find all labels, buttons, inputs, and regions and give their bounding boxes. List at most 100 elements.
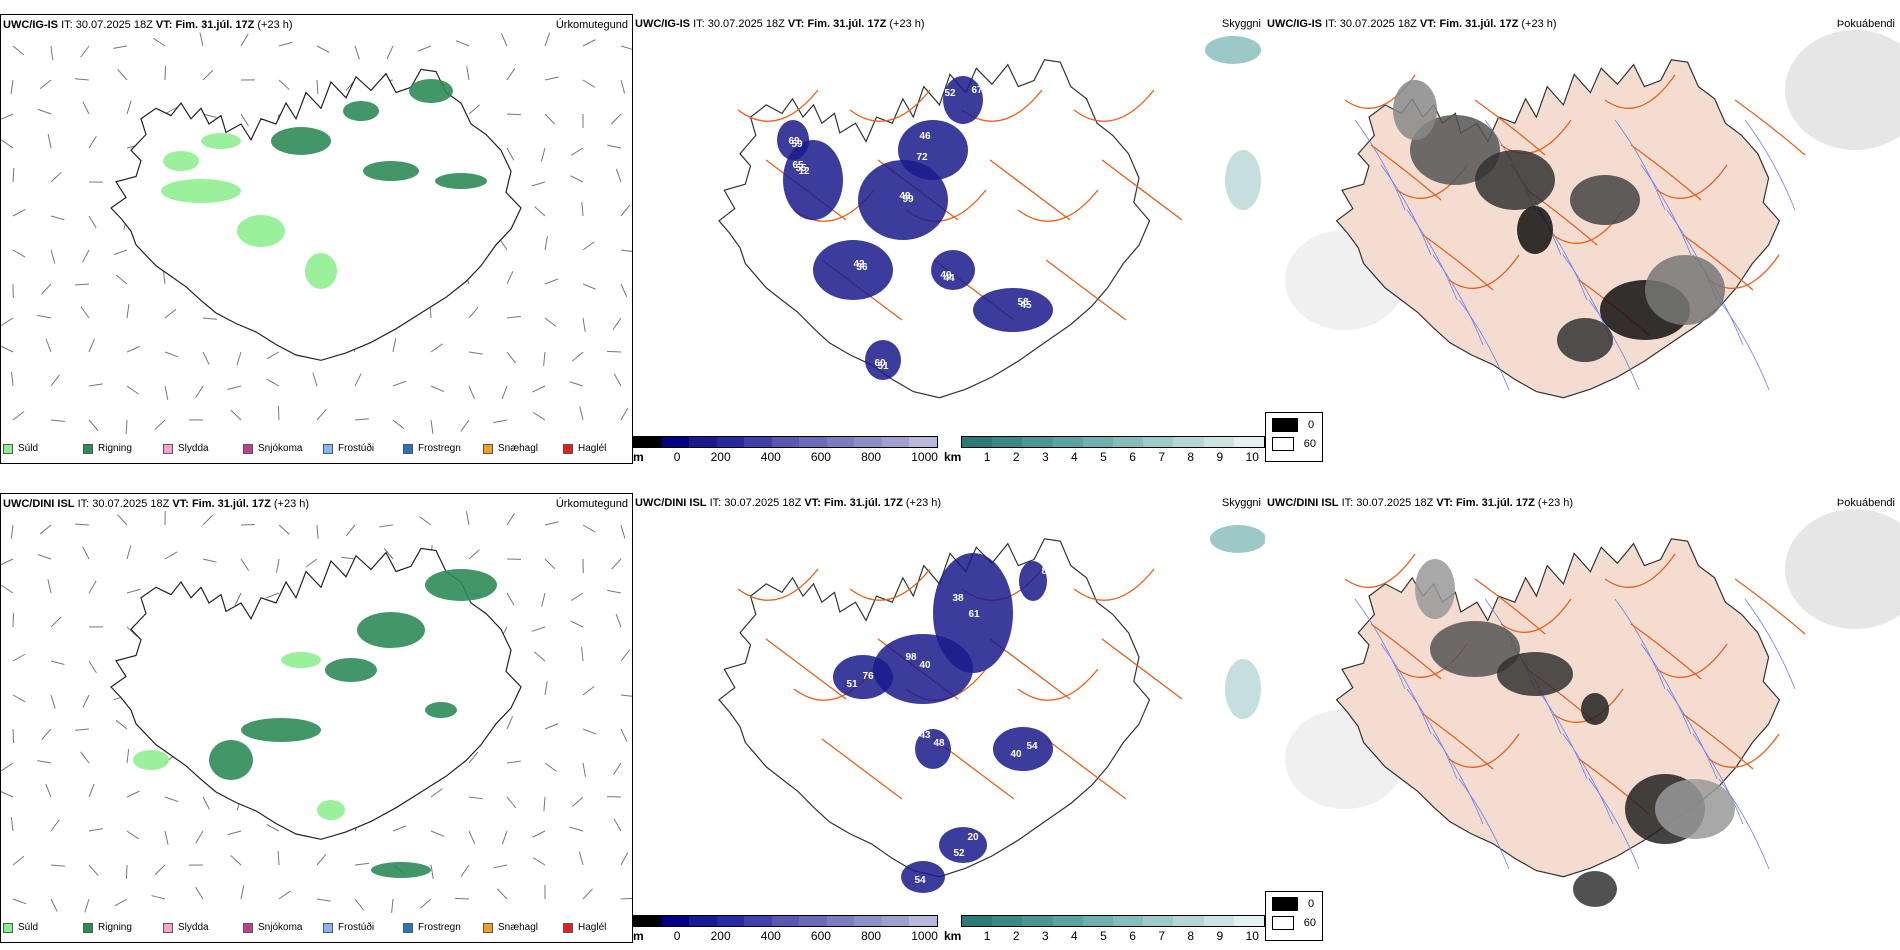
wind-barb	[454, 897, 470, 900]
colorbar-step	[799, 916, 827, 926]
low-cloud-area	[865, 340, 901, 380]
wind-barb	[266, 823, 280, 832]
wind-barb	[114, 898, 128, 907]
legend-item: Slydda	[163, 443, 243, 454]
road	[1045, 259, 1127, 321]
river	[1588, 299, 1640, 391]
colorbar-tick: 0	[673, 929, 681, 943]
panel-title: Þokuábendi	[1836, 18, 1895, 30]
legend-swatch	[483, 922, 493, 933]
colorbar-tick: 800	[861, 929, 882, 943]
fog-area	[1410, 115, 1500, 185]
road	[1656, 643, 1728, 678]
legend-label: Frostregn	[418, 443, 461, 454]
cloud-base-label: 58	[1017, 297, 1029, 308]
colorbar-tick: 3	[1041, 929, 1049, 943]
wind-barb	[276, 558, 280, 573]
fog-area	[1645, 255, 1725, 325]
wind-barb	[10, 524, 14, 539]
legend-swatch	[563, 443, 573, 454]
colorbar-tick: 2	[1012, 929, 1020, 943]
precip-area	[305, 253, 337, 289]
wind-barb	[582, 762, 587, 777]
wind-barb	[50, 694, 56, 709]
wind-barb	[154, 864, 166, 876]
cloud-base-label: 99	[902, 194, 914, 205]
precip-area	[281, 652, 321, 668]
wind-barb	[202, 796, 210, 810]
colorbar-step	[1143, 437, 1174, 447]
wind-barb	[126, 790, 140, 798]
wind-barb	[345, 524, 356, 537]
wind-barb	[37, 760, 52, 764]
wind-barb	[354, 898, 364, 911]
wind-barb	[202, 317, 217, 320]
wind-barb	[506, 716, 514, 730]
wind-barb	[620, 728, 628, 742]
precip-area	[425, 702, 457, 718]
legend-item: Snjókoma	[243, 922, 323, 933]
wind-barb	[12, 208, 26, 217]
wind-barb	[47, 134, 52, 149]
legend-label: Frostregn	[418, 922, 461, 933]
wind-barb	[430, 788, 443, 798]
colorbar-step	[826, 437, 855, 447]
wind-barb	[468, 549, 480, 560]
legend-label: Frostúði	[338, 443, 375, 454]
cloud-base-label: 40	[919, 660, 931, 671]
wind-barb	[125, 419, 128, 435]
colorbar-step	[1022, 916, 1053, 926]
wind-barb	[88, 419, 99, 432]
road	[1500, 119, 1572, 154]
cloud-base-label: 52	[944, 88, 956, 99]
wind-barb	[620, 249, 632, 252]
wind-barb	[41, 283, 52, 295]
colorbar-step	[634, 437, 662, 447]
colorbar-unit: m	[633, 450, 644, 464]
low-cloud-area	[873, 634, 973, 704]
road	[1370, 144, 1442, 201]
wind-barb	[582, 39, 596, 47]
wind-barb	[266, 378, 280, 387]
road	[1734, 578, 1806, 635]
wind-barb	[45, 338, 52, 353]
wind-barb	[354, 373, 362, 387]
wind-barb	[543, 796, 546, 811]
precip-area	[201, 133, 241, 149]
wind-barb	[74, 523, 90, 526]
cloud-base-label: 54	[914, 875, 926, 886]
wind-barb	[620, 407, 629, 421]
river	[1458, 299, 1510, 391]
colorbar-step	[881, 437, 910, 447]
wind-barb	[240, 885, 245, 900]
wind-barb	[506, 271, 514, 285]
low-cloud-area	[901, 861, 945, 893]
river	[1588, 778, 1640, 870]
colorbar-step	[1173, 437, 1204, 447]
colorbar-step	[962, 437, 993, 447]
wind-barb	[620, 649, 630, 662]
wind-barb	[12, 694, 26, 703]
legend-item: Snæhagl	[483, 922, 563, 933]
legend-item: Frostregn	[403, 443, 483, 454]
fog-area	[1517, 206, 1553, 254]
wind-barb	[606, 350, 622, 353]
fog-panel-bottom: UWC/DINI ISL IT: 30.07.2025 18Z VT: Fim.…	[1265, 493, 1900, 943]
wind-barb	[620, 897, 632, 900]
wind-barb	[88, 660, 97, 674]
precip-area	[133, 750, 169, 770]
wind-barb	[88, 580, 97, 594]
cloud-base-label: 51	[877, 361, 889, 372]
precip-area	[237, 215, 285, 247]
road	[1474, 578, 1546, 635]
colorbar-step	[909, 916, 938, 926]
wind-barb	[419, 516, 432, 526]
road	[1734, 99, 1806, 156]
wind-barb	[581, 202, 584, 217]
wind-barb	[80, 45, 90, 58]
wind-barb	[420, 898, 432, 909]
wind-barb	[506, 113, 522, 116]
wind-barb	[468, 796, 483, 800]
colorbar-step	[661, 437, 690, 447]
colorbar-tick: 6	[1129, 450, 1136, 464]
